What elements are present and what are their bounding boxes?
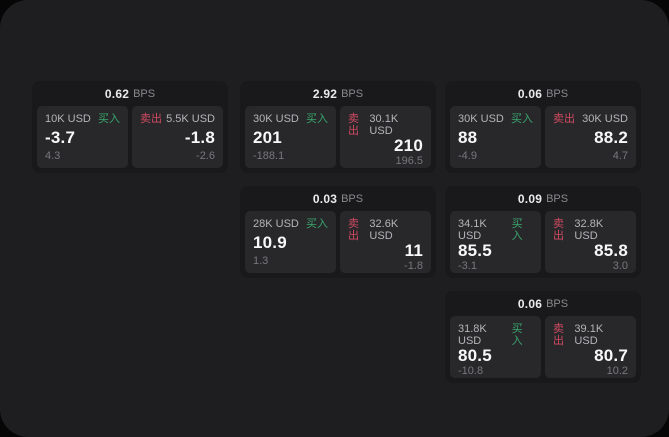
sell-price: 85.8: [594, 241, 628, 260]
sell-price: 11: [404, 241, 423, 260]
sell-tile[interactable]: 卖出 32.8K USD 85.8 3.0: [545, 211, 636, 273]
card-header: 0.62 BPS: [32, 81, 228, 106]
buy-delta: -188.1: [253, 150, 285, 162]
buy-tile[interactable]: 34.1K USD 买入 85.5 -3.1: [450, 211, 541, 273]
buy-amount: 31.8K USD: [458, 323, 487, 347]
sell-amount: 30.1K USD: [369, 113, 399, 137]
bps-value: 2.92: [312, 86, 338, 101]
sell-amount: 5.5K USD: [166, 113, 215, 125]
sell-side-label[interactable]: 卖出: [348, 113, 359, 137]
sell-price: 210: [394, 136, 423, 155]
sell-delta: 4.7: [612, 150, 628, 162]
buy-side-label[interactable]: 买入: [306, 218, 328, 230]
card-header: 0.03 BPS: [240, 186, 436, 211]
sell-amount: 32.8K USD: [574, 218, 604, 242]
card-header: 2.92 BPS: [240, 81, 436, 106]
buy-amount: 10K USD: [45, 113, 91, 125]
bps-unit-label: BPS: [546, 87, 569, 100]
sell-amount: 39.1K USD: [574, 323, 604, 347]
quote-card-6: 0.06 BPS 31.8K USD 买入 80.5 -10.8 卖出 39.1…: [445, 291, 641, 383]
quote-card-5: 0.09 BPS 34.1K USD 买入 85.5 -3.1 卖出 32.8K…: [445, 186, 641, 278]
bps-value: 0.09: [517, 191, 543, 206]
buy-delta: -4.9: [458, 150, 477, 162]
buy-price: 88: [458, 127, 478, 147]
bps-unit-label: BPS: [546, 192, 569, 205]
buy-delta: -10.8: [458, 365, 484, 377]
buy-tile[interactable]: 30K USD 买入 88 -4.9: [450, 106, 541, 168]
buy-side-label[interactable]: 买入: [511, 113, 533, 125]
sell-delta: -2.6: [196, 150, 215, 162]
bps-value: 0.62: [104, 86, 130, 101]
buy-price: -3.7: [45, 127, 76, 147]
sell-tile[interactable]: 卖出 30K USD 88.2 4.7: [545, 106, 636, 168]
quote-card-2: 2.92 BPS 30K USD 买入 201 -188.1 卖出 30.1K …: [240, 81, 436, 173]
buy-amount: 28K USD: [253, 218, 299, 230]
bps-unit-label: BPS: [133, 87, 156, 100]
buy-price: 201: [253, 127, 282, 147]
buy-side-label[interactable]: 买入: [98, 113, 120, 125]
sell-tile[interactable]: 卖出 30.1K USD 210 196.5: [340, 106, 431, 168]
sell-delta: 196.5: [395, 155, 423, 167]
sell-side-label[interactable]: 卖出: [553, 323, 564, 347]
buy-tile[interactable]: 28K USD 买入 10.9 1.3: [245, 211, 336, 273]
buy-side-label[interactable]: 买入: [306, 113, 328, 125]
card-header: 0.06 BPS: [445, 291, 641, 316]
buy-amount: 30K USD: [458, 113, 504, 125]
buy-price: 10.9: [253, 232, 287, 252]
bps-unit-label: BPS: [341, 87, 364, 100]
sell-delta: -1.8: [404, 260, 423, 272]
bps-value: 0.06: [517, 86, 543, 101]
sell-amount: 30K USD: [582, 113, 628, 125]
sell-tile[interactable]: 卖出 39.1K USD 80.7 10.2: [545, 316, 636, 378]
buy-price: 80.5: [458, 346, 492, 365]
bps-value: 0.03: [312, 191, 338, 206]
sell-side-label[interactable]: 卖出: [348, 218, 359, 242]
quote-card-4: 0.03 BPS 28K USD 买入 10.9 1.3 卖出 32.6K US…: [240, 186, 436, 278]
sell-side-label[interactable]: 卖出: [553, 113, 575, 125]
sell-side-label[interactable]: 卖出: [553, 218, 564, 242]
sell-side-label[interactable]: 卖出: [140, 113, 162, 125]
bps-value: 0.06: [517, 296, 543, 311]
buy-price: 85.5: [458, 241, 492, 260]
quote-card-1: 0.62 BPS 10K USD 买入 -3.7 4.3 卖出 5.5K USD…: [32, 81, 228, 173]
sell-price: 80.7: [594, 346, 628, 365]
buy-amount: 30K USD: [253, 113, 299, 125]
sell-delta: 10.2: [606, 365, 628, 377]
sell-delta: 3.0: [612, 260, 628, 272]
buy-delta: 1.3: [253, 255, 269, 267]
sell-price: 88.2: [594, 127, 628, 147]
bps-unit-label: BPS: [341, 192, 364, 205]
bps-unit-label: BPS: [546, 297, 569, 310]
sell-price: -1.8: [184, 127, 215, 147]
buy-amount: 34.1K USD: [458, 218, 487, 242]
buy-side-label[interactable]: 买入: [511, 323, 523, 347]
buy-tile[interactable]: 31.8K USD 买入 80.5 -10.8: [450, 316, 541, 378]
sell-tile[interactable]: 卖出 32.6K USD 11 -1.8: [340, 211, 431, 273]
card-header: 0.06 BPS: [445, 81, 641, 106]
quote-card-3: 0.06 BPS 30K USD 买入 88 -4.9 卖出 30K USD 8…: [445, 81, 641, 173]
buy-tile[interactable]: 30K USD 买入 201 -188.1: [245, 106, 336, 168]
buy-delta: 4.3: [45, 150, 61, 162]
sell-tile[interactable]: 卖出 5.5K USD -1.8 -2.6: [132, 106, 223, 168]
buy-tile[interactable]: 10K USD 买入 -3.7 4.3: [37, 106, 128, 168]
buy-delta: -3.1: [458, 260, 477, 272]
buy-side-label[interactable]: 买入: [511, 218, 523, 242]
sell-amount: 32.6K USD: [369, 218, 399, 242]
card-header: 0.09 BPS: [445, 186, 641, 211]
